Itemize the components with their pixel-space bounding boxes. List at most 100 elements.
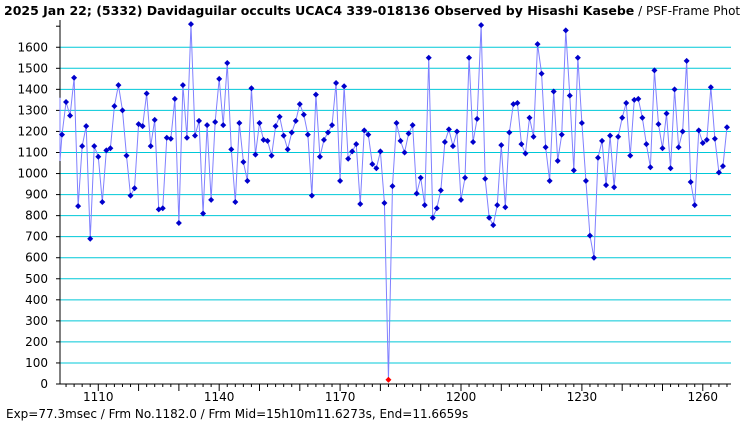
y-tick-label: 200	[25, 335, 48, 349]
data-point	[542, 144, 549, 151]
data-point	[71, 74, 78, 81]
data-point	[244, 177, 251, 184]
data-point	[296, 101, 303, 108]
data-point	[675, 144, 682, 151]
data-point	[341, 83, 348, 90]
data-point	[345, 155, 352, 162]
x-tick-label: 1110	[83, 390, 114, 404]
data-point	[147, 143, 154, 150]
data-point	[131, 185, 138, 192]
data-point	[643, 141, 650, 148]
data-point	[224, 60, 231, 67]
data-point	[518, 141, 525, 148]
data-point	[671, 86, 678, 93]
data-point	[699, 140, 706, 147]
data-point	[449, 143, 456, 150]
data-point	[329, 122, 336, 129]
y-tick-label: 800	[25, 209, 48, 223]
data-point	[679, 128, 686, 135]
data-point	[79, 143, 86, 150]
x-tick-label: 1230	[567, 390, 598, 404]
data-point	[196, 117, 203, 124]
x-tick-label: 1200	[446, 390, 477, 404]
data-point	[715, 169, 722, 176]
data-point	[663, 110, 670, 117]
data-point	[683, 57, 690, 64]
data-point	[232, 198, 239, 205]
data-point	[179, 82, 186, 89]
data-point	[453, 128, 460, 135]
data-point	[236, 120, 243, 127]
data-point	[603, 182, 610, 189]
data-point	[228, 146, 235, 153]
data-point	[143, 90, 150, 97]
data-point	[175, 219, 182, 226]
data-point	[417, 174, 424, 181]
data-point	[284, 146, 291, 153]
y-tick-label: 100	[25, 356, 48, 370]
data-point	[570, 167, 577, 174]
data-point	[264, 137, 271, 144]
data-point	[498, 142, 505, 149]
tick-labels: 0 100 200 300 400 500 600 700 800 900 1000 1100 1200…	[17, 40, 718, 404]
data-point	[586, 232, 593, 239]
data-point	[397, 137, 404, 144]
data-point	[711, 135, 718, 142]
data-point	[389, 183, 396, 190]
y-tick-label: 1100	[17, 145, 48, 159]
data-point	[526, 114, 533, 121]
y-tick-label: 400	[25, 293, 48, 307]
data-point	[425, 54, 432, 61]
data-point	[373, 165, 380, 172]
data-point	[506, 129, 513, 136]
data-point	[486, 214, 493, 221]
data-point	[103, 147, 110, 154]
y-tick-label: 300	[25, 314, 48, 328]
data-point	[413, 190, 420, 197]
data-point	[607, 132, 614, 139]
data-point	[192, 132, 199, 139]
data-point	[216, 75, 223, 82]
data-point	[357, 201, 364, 208]
y-tick-label: 700	[25, 230, 48, 244]
data-point	[123, 152, 130, 159]
data-point	[369, 161, 376, 168]
data-point	[703, 136, 710, 143]
data-point	[320, 136, 327, 143]
data-point	[490, 222, 497, 229]
y-tick-label: 0	[40, 377, 48, 391]
data-point	[87, 235, 94, 242]
data-point	[534, 41, 541, 48]
data-point	[159, 205, 166, 212]
data-point	[639, 114, 646, 121]
data-point	[111, 103, 118, 110]
data-point	[530, 133, 537, 140]
data-point	[651, 67, 658, 74]
data-point	[171, 95, 178, 102]
data-point	[59, 131, 66, 138]
data-point	[240, 158, 247, 165]
data-point	[91, 143, 98, 150]
data-point	[300, 111, 307, 118]
data-point	[256, 120, 263, 127]
data-point	[615, 133, 622, 140]
data-points	[59, 21, 730, 383]
data-point	[220, 122, 227, 129]
y-tick-label: 1500	[17, 61, 48, 75]
data-point	[667, 165, 674, 172]
data-point	[183, 134, 190, 141]
data-point	[470, 138, 477, 145]
y-tick-label: 1600	[17, 40, 48, 54]
data-point	[482, 175, 489, 182]
data-point	[590, 254, 597, 261]
data-point	[409, 122, 416, 129]
data-point	[139, 123, 146, 130]
data-point	[268, 152, 275, 159]
data-point	[353, 141, 360, 148]
data-point	[204, 122, 211, 129]
data-point	[248, 85, 255, 92]
data-point	[127, 192, 134, 199]
data-point	[135, 121, 142, 128]
